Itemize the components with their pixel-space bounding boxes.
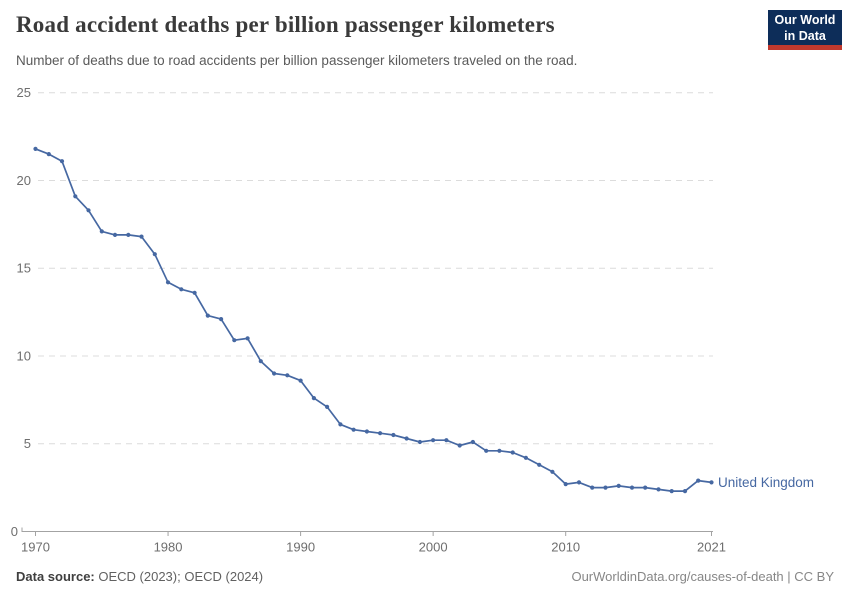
data-point bbox=[431, 438, 436, 443]
x-tick-label: 2021 bbox=[697, 540, 726, 555]
data-point bbox=[179, 287, 184, 292]
data-point bbox=[272, 371, 277, 376]
data-point bbox=[510, 450, 515, 455]
chart-subtitle: Number of deaths due to road accidents p… bbox=[16, 53, 578, 68]
x-tick-label: 2000 bbox=[419, 540, 448, 555]
data-point bbox=[285, 373, 290, 378]
data-point bbox=[563, 482, 568, 487]
data-source-text: OECD (2023); OECD (2024) bbox=[94, 569, 264, 584]
data-point bbox=[484, 448, 489, 453]
data-point bbox=[364, 429, 369, 434]
data-point bbox=[696, 478, 701, 483]
x-tick-label: 1970 bbox=[21, 540, 50, 555]
data-point bbox=[99, 229, 104, 234]
data-point bbox=[232, 338, 237, 343]
data-source: Data source: OECD (2023); OECD (2024) bbox=[16, 569, 263, 584]
data-point bbox=[351, 427, 356, 432]
data-point bbox=[470, 439, 475, 445]
data-point bbox=[523, 455, 529, 460]
y-tick-label: 5 bbox=[24, 436, 31, 451]
data-point bbox=[165, 280, 171, 285]
data-point bbox=[205, 313, 210, 318]
data-point bbox=[669, 489, 674, 494]
data-point bbox=[46, 152, 51, 157]
data-point bbox=[603, 485, 608, 490]
data-point bbox=[126, 232, 131, 237]
owid-logo-line1: Our World bbox=[774, 12, 836, 27]
data-point bbox=[616, 483, 621, 488]
data-point bbox=[576, 480, 582, 485]
data-point bbox=[325, 404, 330, 409]
attribution: OurWorldinData.org/causes-of-death | CC … bbox=[571, 569, 834, 584]
owid-logo: Our World in Data bbox=[768, 10, 842, 50]
data-point bbox=[590, 485, 595, 490]
y-tick-label: 0 bbox=[11, 524, 18, 539]
data-point bbox=[537, 462, 542, 467]
data-point bbox=[391, 432, 396, 438]
data-point bbox=[311, 396, 316, 401]
y-tick-label: 20 bbox=[17, 173, 31, 188]
data-point bbox=[378, 431, 383, 436]
data-point bbox=[656, 487, 661, 492]
data-point bbox=[444, 438, 449, 443]
y-tick-label: 10 bbox=[17, 348, 31, 363]
data-point bbox=[298, 378, 303, 383]
data-point bbox=[258, 359, 263, 364]
data-point bbox=[73, 194, 78, 199]
x-tick-label: 1990 bbox=[286, 540, 315, 555]
owid-logo-line2: in Data bbox=[784, 28, 826, 43]
data-point bbox=[404, 436, 409, 441]
data-point bbox=[643, 485, 648, 490]
data-point bbox=[59, 159, 65, 164]
data-point bbox=[33, 146, 38, 151]
data-point bbox=[139, 234, 144, 239]
page-title: Road accident deaths per billion passeng… bbox=[16, 12, 555, 37]
y-tick-label: 25 bbox=[17, 85, 31, 100]
data-point bbox=[629, 485, 635, 490]
x-axis-line bbox=[21, 527, 713, 532]
data-point bbox=[338, 422, 343, 427]
data-point bbox=[682, 489, 688, 494]
data-point bbox=[417, 439, 422, 445]
data-point bbox=[497, 448, 502, 453]
data-source-label: Data source: bbox=[16, 569, 95, 584]
data-point bbox=[112, 232, 118, 237]
data-point bbox=[192, 290, 197, 295]
data-point bbox=[709, 480, 714, 485]
y-tick-label: 15 bbox=[17, 261, 31, 276]
data-point bbox=[86, 208, 91, 213]
data-point bbox=[245, 336, 250, 341]
x-tick-label: 2010 bbox=[551, 540, 580, 555]
series-end-label: United Kingdom bbox=[718, 475, 814, 490]
data-point bbox=[152, 252, 157, 257]
data-point bbox=[219, 317, 224, 322]
data-point bbox=[550, 469, 555, 474]
data-line bbox=[35, 148, 712, 492]
x-tick-label: 1980 bbox=[154, 540, 183, 555]
data-point bbox=[457, 443, 462, 448]
